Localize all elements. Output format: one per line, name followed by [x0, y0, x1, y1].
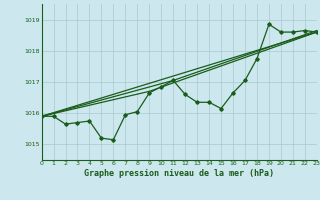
X-axis label: Graphe pression niveau de la mer (hPa): Graphe pression niveau de la mer (hPa) — [84, 169, 274, 178]
